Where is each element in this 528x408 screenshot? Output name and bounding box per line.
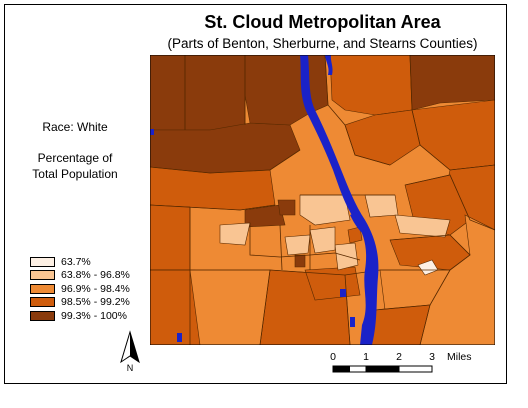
legend: 63.7% 63.8% - 96.8% 96.9% - 98.4% 98.5% - 9…	[30, 255, 130, 323]
legend-label: 63.7%	[61, 255, 91, 268]
map-subtitle: (Parts of Benton, Sherburne, and Stearns…	[167, 36, 478, 51]
scale-bar-segments	[332, 365, 433, 373]
layout-frame	[4, 4, 507, 384]
legend-label: 99.3% - 100%	[61, 309, 127, 322]
map-region	[394, 214, 451, 238]
map-region	[347, 226, 363, 244]
map-region	[150, 55, 186, 131]
map-region	[304, 266, 361, 301]
legend-swatch	[30, 256, 55, 267]
lake	[350, 317, 355, 327]
legend-swatch	[30, 270, 55, 281]
sauk-river	[350, 213, 370, 237]
lake	[340, 289, 346, 297]
map-region	[184, 55, 246, 131]
map-region	[294, 254, 306, 268]
legend-label: 96.9% - 98.4%	[61, 282, 130, 295]
legend-label: 63.8% - 96.8%	[61, 269, 130, 282]
mississippi-river	[300, 55, 379, 345]
map-region	[284, 234, 311, 256]
map-title: St. Cloud Metropolitan Area	[204, 12, 441, 32]
legend-label: 98.5% - 99.2%	[61, 296, 130, 309]
legend-item: 63.7%	[30, 255, 130, 269]
map-region	[329, 55, 413, 116]
map-region	[309, 226, 336, 254]
map-region	[150, 166, 276, 211]
measure-line-2: Total Population	[32, 167, 118, 181]
scale-tick-2: 2	[396, 351, 402, 363]
lake	[150, 129, 154, 135]
lake	[177, 333, 182, 342]
measure-line-1: Percentage of	[37, 151, 113, 165]
legend-item: 63.8% - 96.8%	[30, 269, 130, 283]
choropleth-map	[150, 55, 495, 345]
north-arrow-icon: N	[120, 330, 140, 372]
legend-swatch	[30, 297, 55, 308]
scale-tick-0: 0	[330, 351, 336, 363]
legend-swatch	[30, 283, 55, 294]
legend-item: 99.3% - 100%	[30, 309, 130, 323]
scale-tick-3: 3	[429, 351, 435, 363]
map-region	[150, 204, 191, 271]
scale-unit: Miles	[447, 351, 472, 363]
legend-item: 98.5% - 99.2%	[30, 296, 130, 310]
scale-tick-1: 1	[363, 351, 369, 363]
legend-item: 96.9% - 98.4%	[30, 282, 130, 296]
map-region	[277, 199, 296, 216]
north-label: N	[127, 363, 134, 372]
scale-bar: 0 1 2 3 Miles	[330, 351, 472, 373]
river-inlet	[325, 55, 333, 75]
map-region	[364, 194, 399, 218]
measure-label: Percentage of Total Population	[10, 150, 140, 182]
map-region	[189, 269, 271, 345]
tract-boundaries	[150, 55, 495, 345]
map-region	[219, 222, 251, 246]
variable-label: Race: White	[42, 120, 108, 134]
legend-swatch	[30, 310, 55, 321]
map-region	[244, 204, 286, 228]
